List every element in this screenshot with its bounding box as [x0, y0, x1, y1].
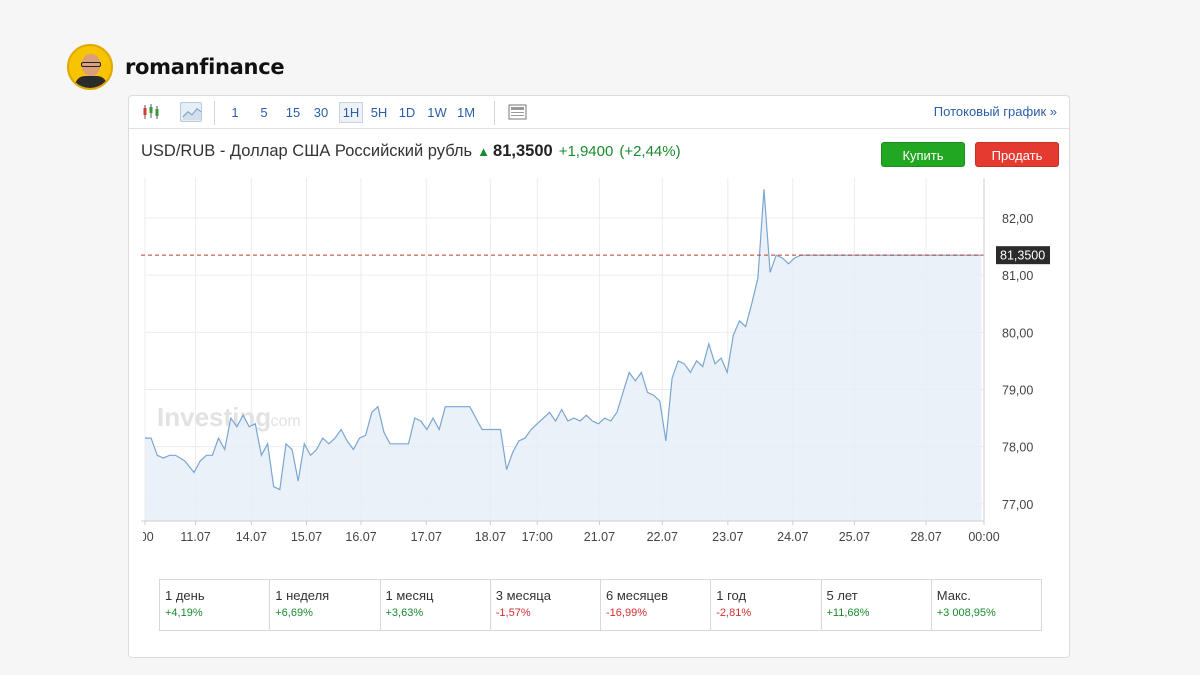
chart-toolbar: 1 5 15 30 1H 5H 1D 1W 1M Потоковый график »: [129, 96, 1069, 129]
y-tick-label: 77,00: [1002, 498, 1033, 512]
y-tick-label: 80,00: [1002, 326, 1033, 340]
area-chart-icon[interactable]: [180, 102, 202, 122]
author-header: romanfinance: [67, 44, 285, 90]
performance-period: 6 месяцев: [606, 588, 668, 603]
performance-period: 1 месяц: [385, 588, 434, 603]
timeframe-15[interactable]: 15: [285, 105, 301, 120]
x-tick-label: 17:00: [522, 530, 553, 544]
y-tick-label: 81,00: [1002, 269, 1033, 283]
current-price-label: 81,3500: [1000, 249, 1045, 263]
performance-cell: 1 неделя +6,69%: [270, 580, 381, 630]
performance-cell: 3 месяца -1,57%: [491, 580, 601, 630]
performance-change: +3,63%: [385, 607, 424, 619]
performance-period: 1 неделя: [275, 588, 330, 603]
buy-button[interactable]: Купить: [881, 142, 965, 167]
x-tick-label: 21.07: [584, 530, 615, 544]
performance-table: 1 день +4,19% 1 неделя +6,69% 1 месяц +3,63% 3…: [159, 579, 1042, 631]
x-tick-label: 25.07: [839, 530, 870, 544]
timeframe-1w[interactable]: 1W: [427, 105, 447, 120]
x-tick-label: 28.07: [910, 530, 941, 544]
x-tick-label: 15.07: [291, 530, 322, 544]
timeframe-30[interactable]: 30: [313, 105, 329, 120]
performance-cell: 1 месяц +3,63%: [381, 580, 491, 630]
sell-button[interactable]: Продать: [975, 142, 1059, 167]
x-tick-label: 23.07: [712, 530, 743, 544]
y-tick-label: 79,00: [1002, 384, 1033, 398]
performance-change: +6,69%: [275, 607, 313, 619]
performance-period: 5 лет: [826, 588, 858, 603]
performance-cell: Макс. +3 008,95%: [932, 580, 1041, 630]
performance-change: +3 008,95%: [936, 607, 996, 619]
performance-cell: 1 год -2,81%: [711, 580, 822, 630]
performance-period: 1 год: [716, 588, 747, 603]
price-change: +1,9400: [558, 143, 614, 160]
x-tick-label: 14.07: [236, 530, 267, 544]
performance-cell: 1 день +4,19%: [160, 580, 271, 630]
performance-period: 1 день: [165, 588, 205, 603]
performance-change: -16,99%: [606, 607, 647, 619]
x-tick-label: 22.07: [647, 530, 678, 544]
avatar: [67, 44, 113, 90]
chart-widget: 1 5 15 30 1H 5H 1D 1W 1M Потоковый график » USD/…: [128, 95, 1070, 658]
performance-period: Макс.: [936, 588, 971, 603]
performance-period: 3 месяца: [495, 588, 551, 603]
watermark-suffix: .com: [266, 413, 301, 430]
y-tick-label: 78,00: [1002, 441, 1033, 455]
instrument-price: 81,3500: [493, 142, 553, 160]
timeframe-1d[interactable]: 1D: [398, 105, 416, 120]
timeframe-5[interactable]: 5: [260, 105, 268, 120]
x-tick-label: 17.07: [411, 530, 442, 544]
x-tick-label: 11.07: [180, 530, 210, 544]
timeframe-1h[interactable]: 1H: [339, 102, 363, 123]
x-tick-label: 24.07: [777, 530, 808, 544]
up-arrow-icon: ▲: [477, 144, 491, 159]
price-change-percent: (+2,44%): [619, 143, 681, 160]
y-tick-label: 82,00: [1002, 212, 1033, 226]
timeframe-5h[interactable]: 5H: [370, 105, 388, 120]
news-overlay-icon[interactable]: [507, 102, 529, 122]
performance-cell: 6 месяцев -16,99%: [601, 580, 712, 630]
timeframe-1[interactable]: 1: [231, 105, 239, 120]
instrument-header: USD/RUB - Доллар США Российский рубль ▲ 81…: [141, 142, 681, 161]
x-tick-label: 18.07: [475, 530, 506, 544]
performance-change: +4,19%: [165, 607, 203, 619]
price-area: [145, 189, 982, 521]
x-tick-label: 16.07: [345, 530, 376, 544]
performance-change: -1,57%: [495, 607, 531, 619]
performance-change: -2,81%: [716, 607, 752, 619]
author-name: romanfinance: [125, 55, 285, 79]
price-chart[interactable]: Investing.com77,0078,0079,0080,0081,0082…: [129, 96, 1069, 566]
candlestick-chart-icon[interactable]: [141, 102, 163, 122]
performance-change: +11,68%: [826, 607, 870, 619]
streaming-chart-link[interactable]: Потоковый график »: [933, 104, 1057, 119]
x-axis-left-mask: [129, 526, 143, 548]
current-price-label-box: [996, 246, 1050, 265]
timeframe-1m[interactable]: 1M: [456, 105, 476, 120]
performance-cell: 5 лет +11,68%: [822, 580, 932, 630]
x-tick-label: 00:00: [968, 530, 999, 544]
instrument-name: USD/RUB - Доллар США Российский рубль: [141, 142, 473, 160]
